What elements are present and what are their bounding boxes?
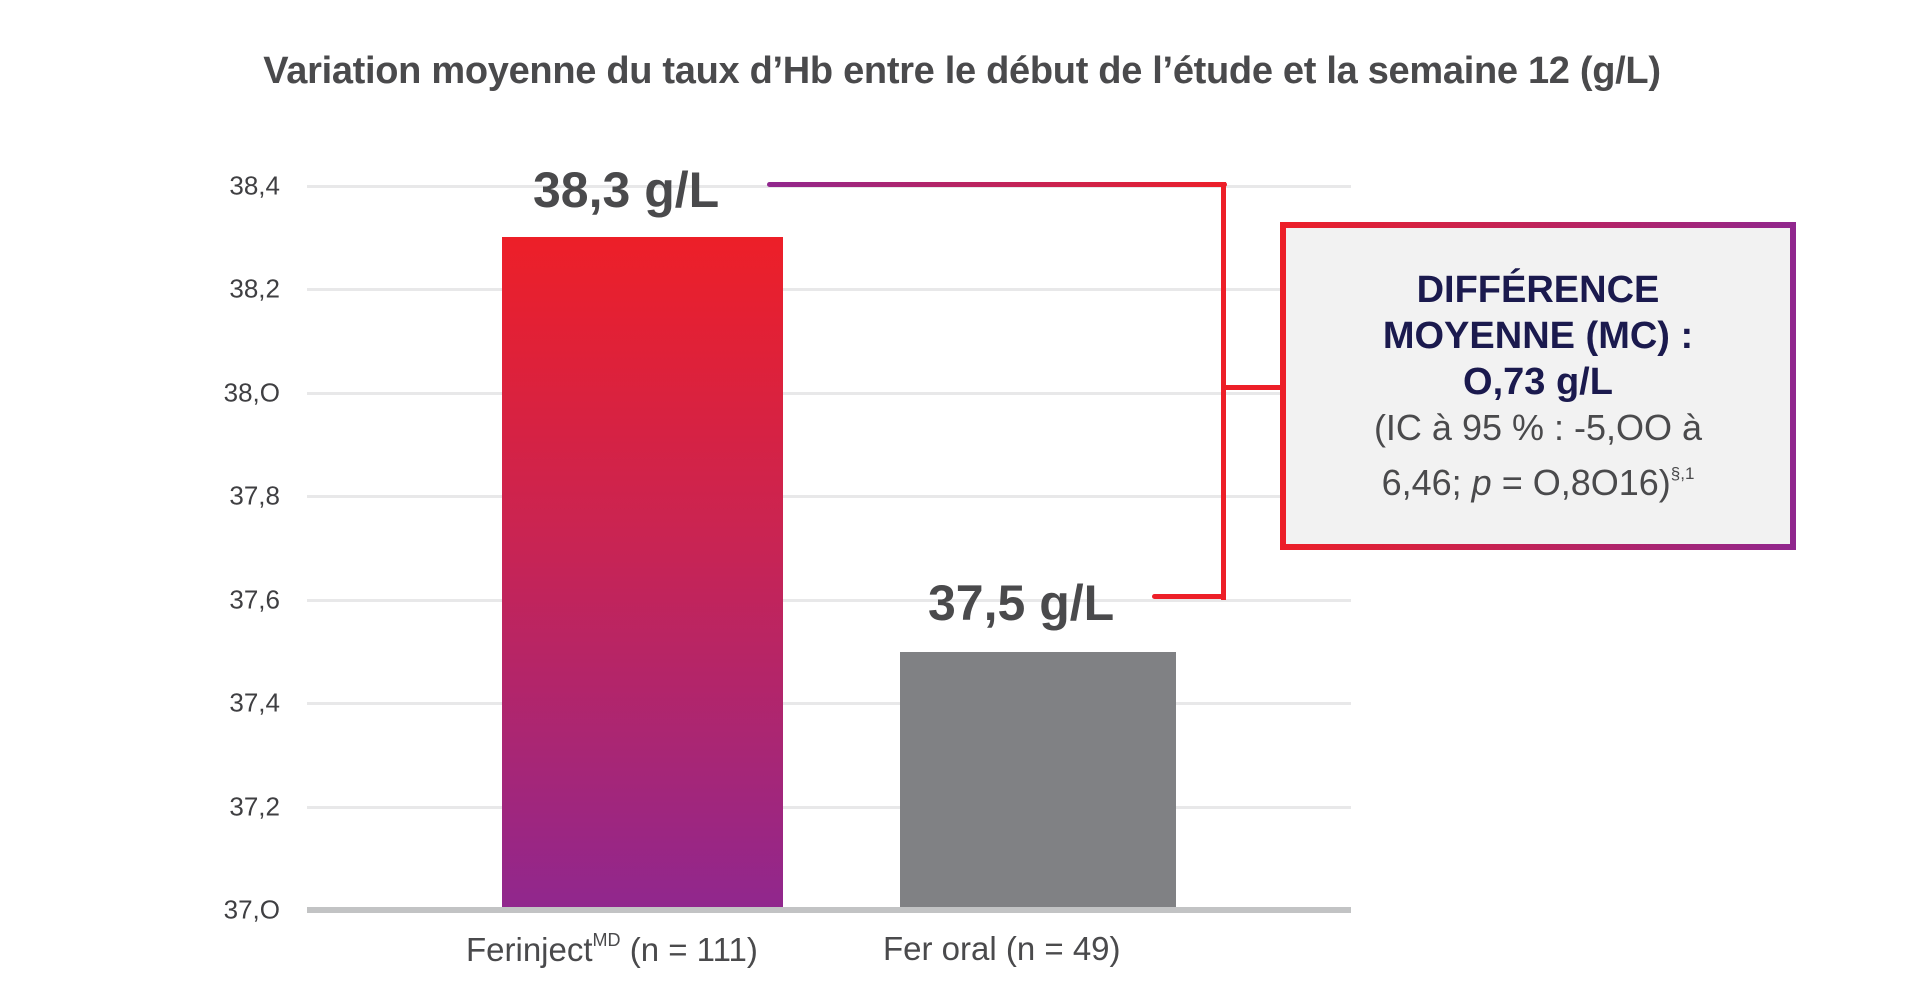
y-tick-label: 37,4 — [229, 687, 280, 718]
connector-line-top — [767, 182, 1227, 187]
y-tick-label: 37,8 — [229, 480, 280, 511]
difference-heading-1: DIFFÉRENCE — [1416, 268, 1660, 311]
gridline — [307, 495, 1351, 498]
value-label-fer-oral: 37,5 g/L — [928, 575, 1115, 631]
difference-value: O,73 g/L — [1463, 360, 1613, 403]
footnote-ref: §,1 — [1670, 463, 1695, 483]
confidence-interval-line-1: (IC à 95 % : -5,OO à — [1373, 406, 1703, 448]
gridline — [307, 288, 1351, 291]
ci-text: 6,46; — [1381, 461, 1472, 503]
connector-line-vertical — [1221, 182, 1226, 600]
bar-fer-oral — [900, 652, 1176, 910]
confidence-interval-line-2: 6,46; p = O,8O16)§,1 — [1382, 451, 1695, 506]
difference-box: DIFFÉRENCE MOYENNE (MC) : O,73 g/L (IC à… — [1280, 222, 1796, 550]
gridline — [307, 392, 1351, 395]
y-tick-label: 38,4 — [229, 170, 280, 201]
x-axis-line — [307, 907, 1351, 913]
y-tick-label: 37,O — [223, 894, 280, 925]
value-label-ferinject: 38,3 g/L — [533, 162, 720, 218]
category-label-ferinject: FerinjectMD (n = 111) — [466, 930, 758, 969]
category-label-fer-oral: Fer oral (n = 49) — [883, 930, 1121, 967]
category-n: (n = 111) — [620, 931, 758, 968]
gridline — [307, 599, 1351, 602]
gridline — [307, 806, 1351, 809]
y-tick-label: 37,2 — [229, 791, 280, 822]
bar-ferinject — [502, 237, 783, 910]
category-name: Ferinject — [466, 931, 593, 968]
chart-title: Variation moyenne du taux d’Hb entre le … — [263, 50, 1661, 92]
gridline — [307, 702, 1351, 705]
p-value: = O,8O16) — [1491, 461, 1671, 503]
y-tick-label: 37,6 — [229, 584, 280, 615]
connector-line-bottom — [1152, 594, 1226, 599]
y-tick-label: 38,2 — [229, 273, 280, 304]
y-tick-label: 38,O — [223, 377, 280, 408]
trademark-sup: MD — [592, 930, 621, 950]
p-symbol: p — [1471, 461, 1492, 503]
difference-heading-2: MOYENNE (MC) : — [1382, 314, 1694, 357]
connector-line-to-box — [1221, 385, 1285, 390]
